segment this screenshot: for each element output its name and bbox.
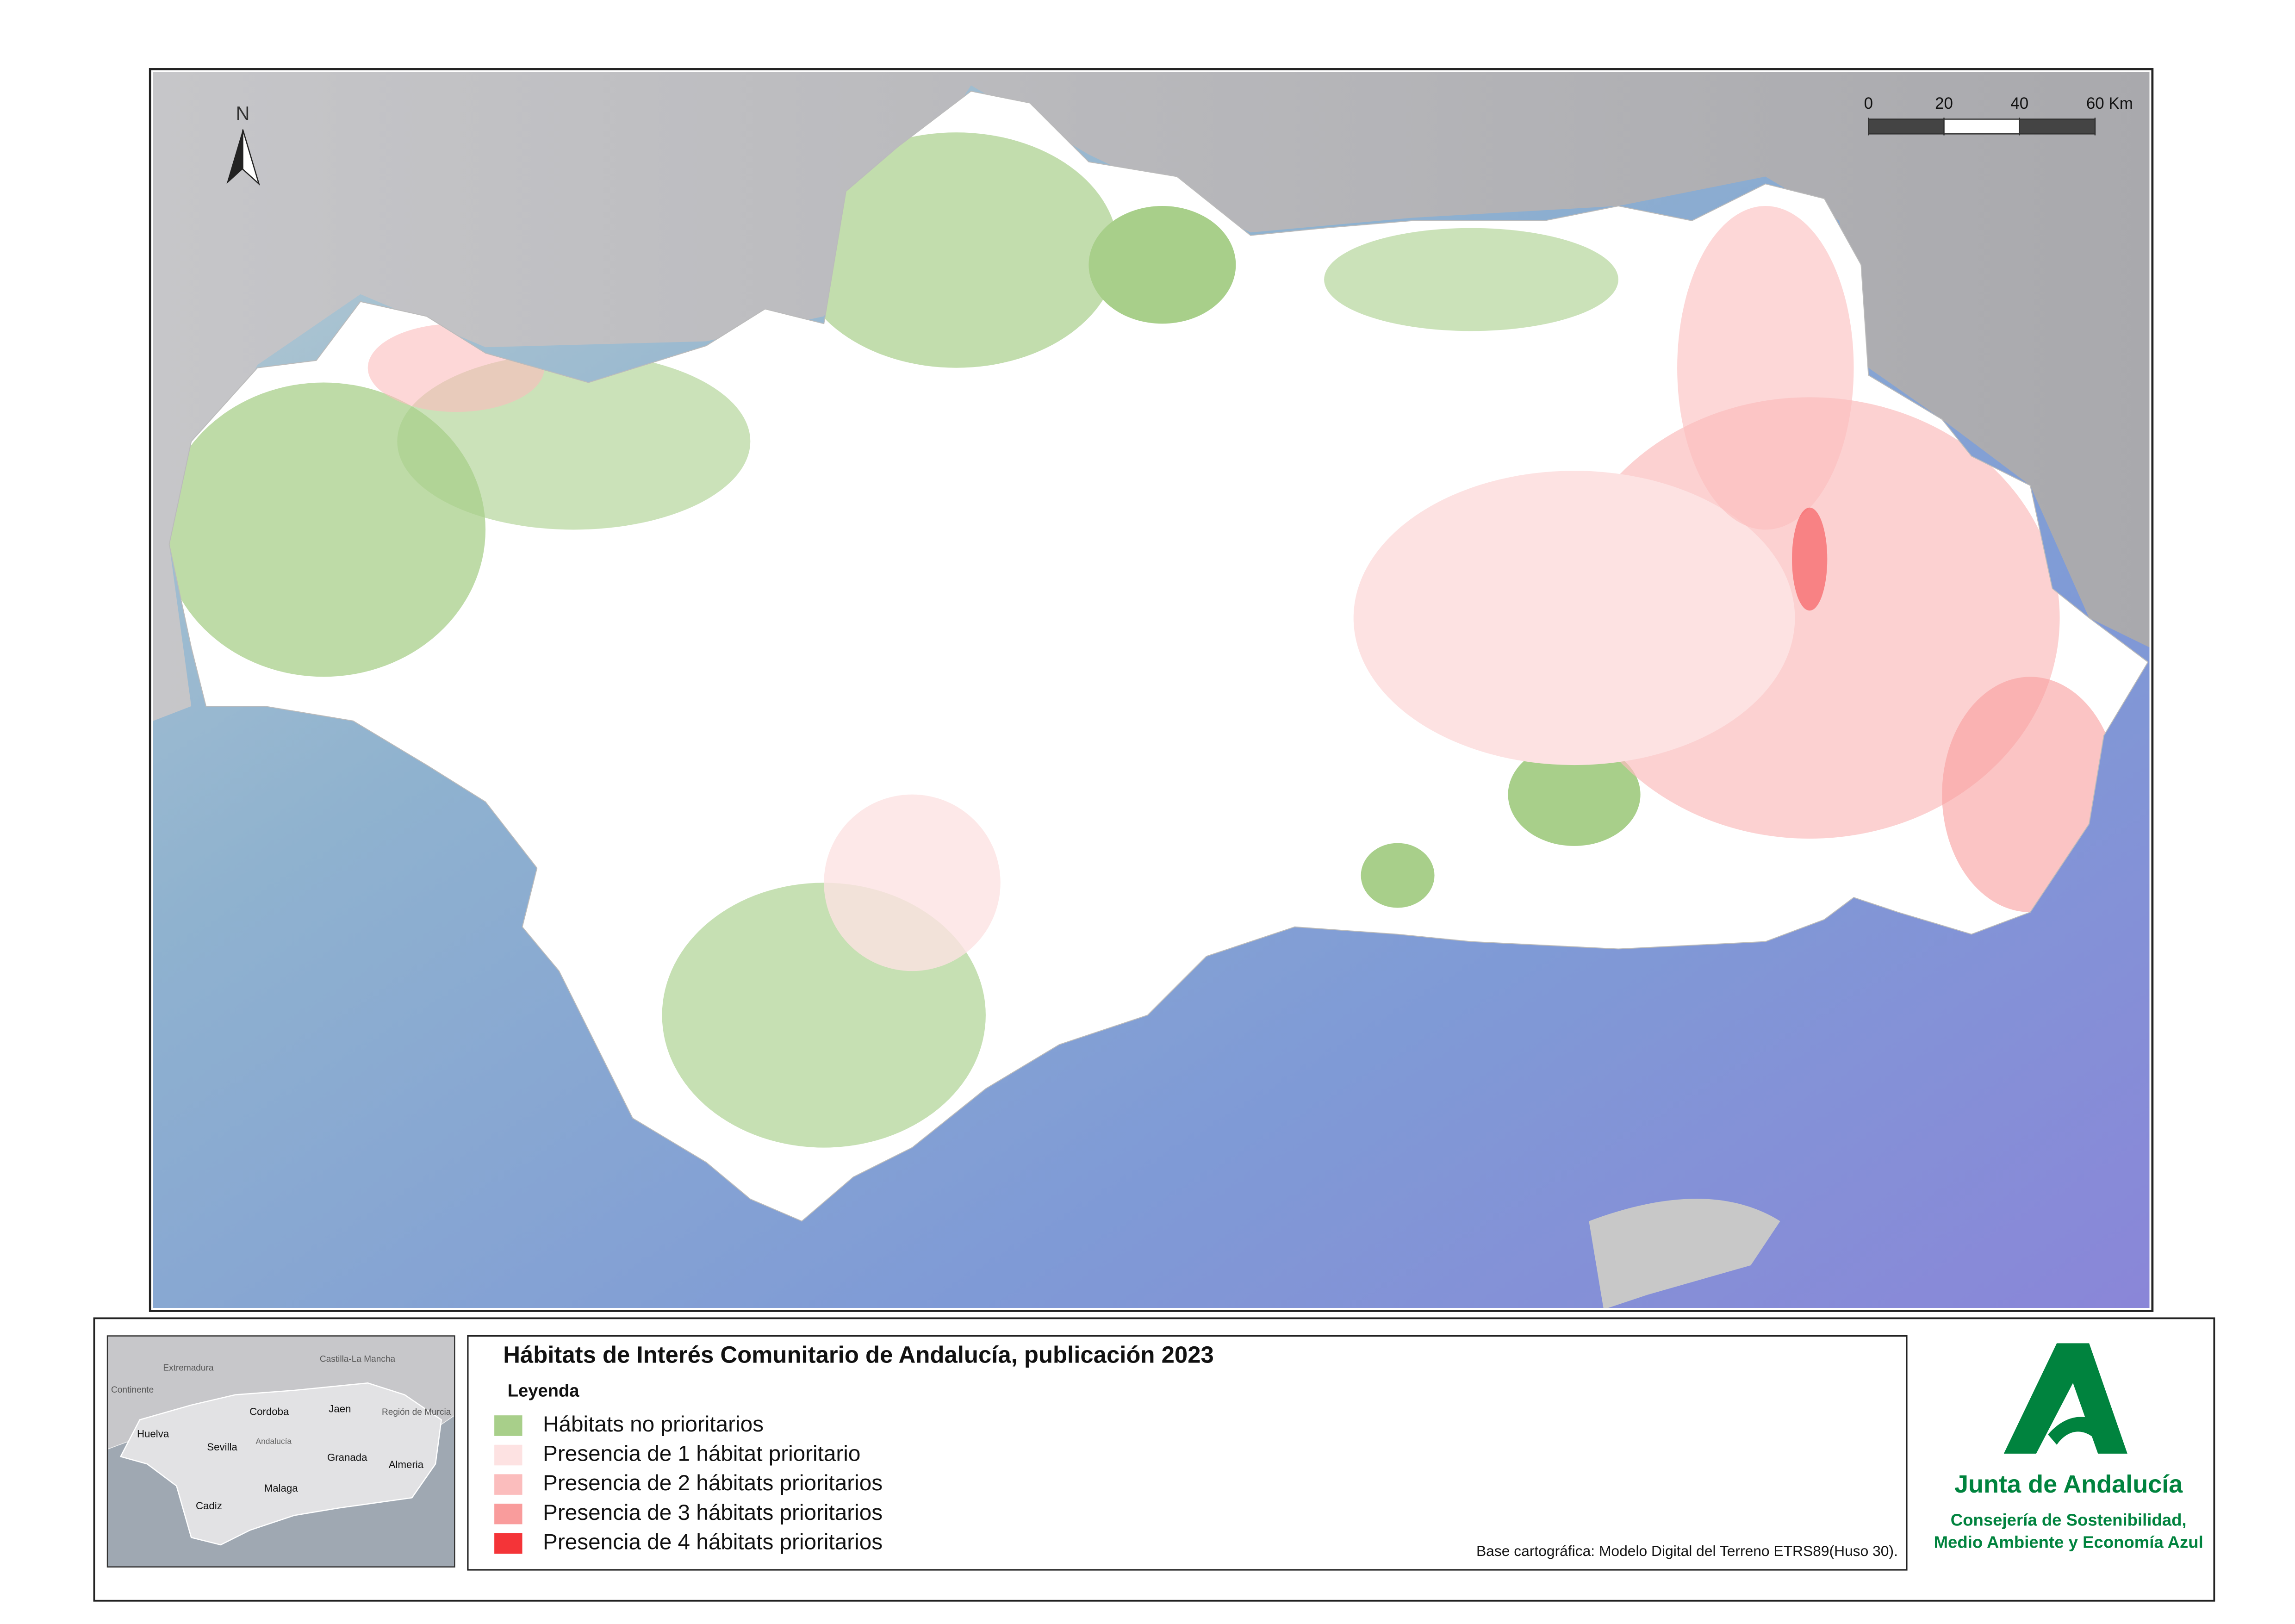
legend-label: Presencia de 4 hábitats prioritarios xyxy=(543,1530,883,1554)
legend: Hábitats no prioritarios Presencia de 1 h… xyxy=(494,1412,883,1554)
legend-swatch xyxy=(494,1415,522,1436)
inset-label: Extremadura xyxy=(163,1363,214,1373)
scale-segment xyxy=(2019,118,2096,135)
inset-label: Castilla-La Mancha xyxy=(320,1354,396,1364)
africa-coast xyxy=(1589,1199,1780,1308)
inset-label: Sevilla xyxy=(207,1441,237,1453)
inset-frame xyxy=(106,1335,455,1568)
inset-label: Granada xyxy=(327,1451,367,1463)
map-title: Hábitats de Interés Comunitario de Andal… xyxy=(503,1341,1214,1368)
legend-label: Presencia de 3 hábitats prioritarios xyxy=(543,1500,883,1525)
inset-label: Jaen xyxy=(329,1403,351,1414)
logo-name: Junta de Andalucía xyxy=(1954,1470,2183,1498)
legend-label: Presencia de 1 hábitat prioritario xyxy=(543,1442,860,1466)
inset-label: Región de Murcia xyxy=(382,1407,451,1417)
logo-mark xyxy=(2048,1417,2107,1445)
scale-label: 40 xyxy=(2010,94,2028,112)
logo: Junta de Andalucía Consejería de Sosteni… xyxy=(1934,1343,2203,1551)
map-layout: N 0 20 40 60 Km Extremadura Castilla-La Man… xyxy=(93,68,2215,1602)
legend-label: Presencia de 2 hábitats prioritarios xyxy=(543,1471,883,1495)
legend-swatch xyxy=(494,1533,522,1554)
north-arrow xyxy=(242,129,261,186)
legend-title: Leyenda xyxy=(508,1381,579,1400)
inset-label: Almeria xyxy=(389,1459,424,1470)
map-frame xyxy=(149,68,2154,1312)
scale-label: 0 xyxy=(1864,94,1873,112)
legend-label: Hábitats no prioritarios xyxy=(543,1412,764,1437)
inset-label: Cadiz xyxy=(196,1500,222,1512)
inset-label: Andalucía xyxy=(255,1437,292,1446)
inset-label: Huelva xyxy=(137,1428,169,1439)
north-label: N xyxy=(236,103,250,124)
map-body xyxy=(153,72,2150,1308)
logo-department: Medio Ambiente y Economía Azul xyxy=(1934,1532,2203,1551)
legend-box xyxy=(467,1335,1908,1571)
legend-swatch xyxy=(494,1503,522,1524)
scale-label: 20 xyxy=(1935,94,1953,112)
neighbouring-land xyxy=(153,72,2150,721)
inset-map: Extremadura Castilla-La Mancha Continent… xyxy=(106,1335,455,1568)
inset-label: Continente xyxy=(111,1385,154,1395)
scale-segment xyxy=(1868,118,1945,135)
logo-department: Consejería de Sostenibilidad, xyxy=(1951,1511,2187,1530)
scale-label: 60 Km xyxy=(2086,94,2133,112)
inset-label: Malaga xyxy=(264,1482,299,1494)
scale-bar: 0 20 40 60 Km xyxy=(1864,94,2133,136)
legend-swatch xyxy=(494,1444,522,1466)
inset-andalusia xyxy=(119,1382,442,1546)
inset-label: Cordoba xyxy=(249,1406,289,1418)
scale-segment xyxy=(1943,118,2020,135)
legend-swatch xyxy=(494,1474,522,1495)
source-note: Base cartográfica: Modelo Digital del Te… xyxy=(1476,1543,1898,1559)
